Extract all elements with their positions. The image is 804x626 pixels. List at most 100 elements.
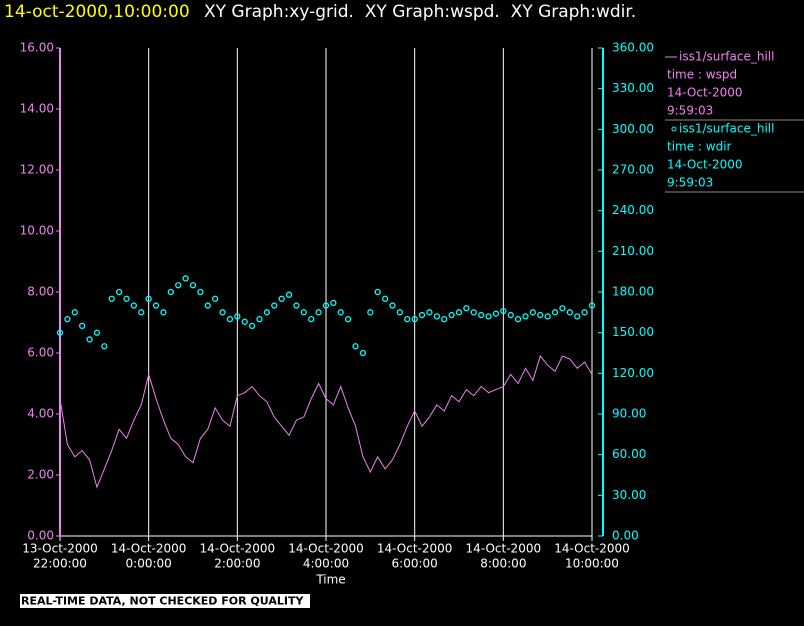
y-tick-label: 16.00 bbox=[20, 41, 54, 55]
legend-detail: time : wdir bbox=[667, 140, 732, 154]
legend-label: iss1/surface_hill bbox=[679, 122, 774, 136]
legend-detail: time : wspd bbox=[667, 68, 737, 82]
legend-detail: 9:59:03 bbox=[667, 176, 713, 190]
x-axis-label: Time bbox=[315, 573, 345, 587]
y-tick-label: 12.00 bbox=[20, 163, 54, 177]
data-point bbox=[108, 295, 115, 302]
data-point bbox=[507, 311, 514, 319]
data-point bbox=[145, 295, 152, 302]
data-point bbox=[529, 309, 537, 316]
x-tick-label: 6:00:00 bbox=[392, 557, 438, 571]
x-tick-label: 4:00:00 bbox=[303, 557, 349, 571]
data-point bbox=[537, 311, 544, 319]
data-point bbox=[411, 315, 418, 323]
data-point bbox=[500, 307, 507, 315]
y2-tick-label: 90.00 bbox=[612, 407, 646, 421]
y-tick-label: 8.00 bbox=[27, 285, 54, 299]
data-point bbox=[551, 309, 559, 316]
data-point bbox=[404, 315, 411, 323]
y2-tick-label: 60.00 bbox=[612, 447, 646, 461]
data-point bbox=[212, 295, 219, 302]
y-tick-label: 6.00 bbox=[27, 346, 54, 360]
y2-tick-label: 270.00 bbox=[612, 163, 654, 177]
x-tick-label: 10:00:00 bbox=[565, 557, 619, 571]
y2-tick-label: 30.00 bbox=[612, 488, 646, 502]
y2-tick-label: 180.00 bbox=[612, 285, 654, 299]
data-point bbox=[197, 288, 204, 296]
data-point bbox=[463, 305, 470, 312]
data-point bbox=[522, 313, 529, 320]
data-point bbox=[581, 309, 588, 316]
data-point bbox=[189, 282, 197, 289]
data-point bbox=[485, 313, 492, 320]
data-point bbox=[271, 302, 278, 309]
data-point bbox=[79, 322, 86, 330]
data-point bbox=[330, 299, 337, 306]
data-point bbox=[455, 309, 463, 316]
legend-label: iss1/surface_hill bbox=[679, 50, 774, 64]
legend-detail: 14-Oct-2000 bbox=[667, 158, 743, 172]
data-line bbox=[59, 355, 593, 489]
x-tick-label: 14-Oct-2000 bbox=[111, 542, 187, 556]
data-point bbox=[138, 309, 145, 316]
data-point bbox=[381, 295, 389, 302]
y2-tick-label: 360.00 bbox=[612, 41, 654, 55]
data-point bbox=[56, 329, 64, 336]
y2-tick-label: 300.00 bbox=[612, 122, 654, 136]
y-tick-label: 10.00 bbox=[20, 224, 54, 238]
y-tick-label: 14.00 bbox=[20, 102, 54, 116]
data-point bbox=[315, 309, 322, 316]
y-tick-label: 0.00 bbox=[27, 529, 54, 543]
data-point bbox=[345, 315, 352, 323]
legend-detail: 14-Oct-2000 bbox=[667, 86, 743, 100]
data-point bbox=[492, 310, 500, 317]
data-point bbox=[389, 302, 396, 309]
data-point bbox=[263, 309, 271, 316]
x-tick-label: 14-Oct-2000 bbox=[288, 542, 364, 556]
data-point bbox=[182, 275, 189, 282]
data-point bbox=[352, 343, 359, 350]
y2-tick-label: 330.00 bbox=[612, 81, 654, 95]
x-tick-label: 0:00:00 bbox=[126, 557, 172, 571]
data-point bbox=[86, 336, 93, 343]
data-point bbox=[278, 295, 285, 302]
y2-tick-label: 150.00 bbox=[612, 325, 654, 339]
footer-text: REAL-TIME DATA, NOT CHECKED FOR QUALITY bbox=[21, 595, 304, 608]
data-point bbox=[367, 309, 374, 316]
y2-tick-label: 0.00 bbox=[612, 529, 639, 543]
chart-title: 14-oct-2000,10:00:00 bbox=[4, 2, 190, 22]
data-point bbox=[226, 315, 234, 323]
data-point bbox=[248, 322, 256, 330]
data-point bbox=[448, 311, 455, 319]
data-point bbox=[359, 349, 367, 357]
chart-subtitle: XY Graph:xy-grid. XY Graph:wspd. XY Grap… bbox=[204, 2, 636, 22]
data-point bbox=[204, 302, 211, 309]
data-point bbox=[574, 313, 581, 320]
data-point bbox=[418, 311, 426, 319]
data-point bbox=[175, 282, 182, 289]
data-point bbox=[588, 302, 596, 309]
data-point bbox=[433, 313, 440, 320]
data-point bbox=[115, 288, 123, 296]
x-tick-label: 14-Oct-2000 bbox=[466, 542, 542, 556]
data-point bbox=[337, 309, 344, 316]
data-point bbox=[396, 309, 404, 316]
y2-tick-label: 120.00 bbox=[612, 366, 654, 380]
data-point bbox=[322, 302, 330, 309]
x-tick-label: 8:00:00 bbox=[480, 557, 526, 571]
legend-detail: 9:59:03 bbox=[667, 104, 713, 118]
data-point bbox=[152, 302, 160, 309]
data-point bbox=[544, 313, 551, 320]
x-tick-label: 13-Oct-2000 bbox=[22, 542, 98, 556]
y-tick-label: 4.00 bbox=[27, 407, 54, 421]
data-point bbox=[256, 315, 263, 323]
data-point bbox=[101, 343, 108, 350]
data-point bbox=[566, 309, 573, 316]
data-point bbox=[308, 315, 315, 323]
data-point bbox=[293, 302, 300, 309]
x-tick-label: 14-Oct-2000 bbox=[200, 542, 276, 556]
data-point bbox=[374, 288, 381, 296]
data-point bbox=[160, 309, 167, 316]
